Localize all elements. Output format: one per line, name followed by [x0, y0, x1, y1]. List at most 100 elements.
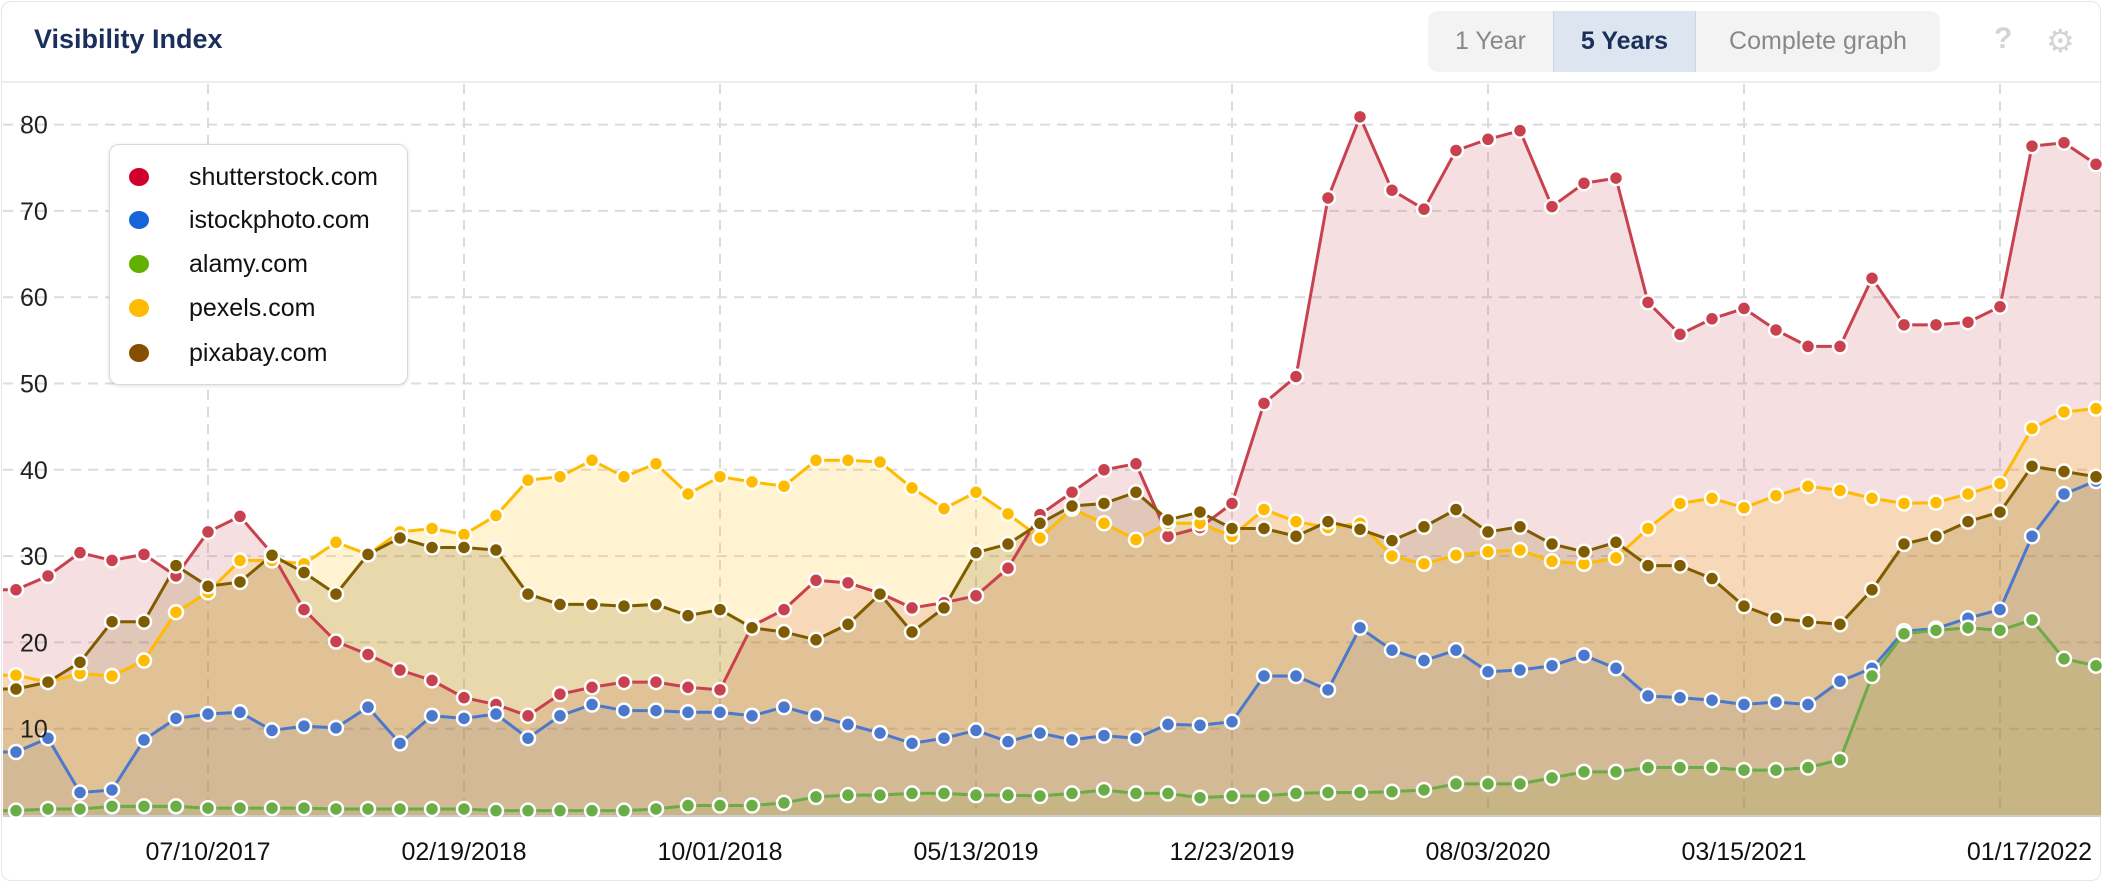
range-selector: 1 Year 5 Years Complete graph: [1428, 11, 1940, 72]
data-point-pixabay: [1255, 520, 1273, 537]
data-point-pexels: [1863, 490, 1881, 507]
data-point-pixabay: [647, 596, 665, 613]
data-point-alamy: [1671, 759, 1689, 776]
data-point-istockphoto: [1703, 691, 1721, 709]
data-point-alamy: [263, 799, 281, 817]
data-point-alamy: [423, 800, 441, 818]
data-point-alamy: [1287, 785, 1305, 802]
data-point-alamy: [295, 799, 313, 817]
data-point-shutterstock: [103, 552, 121, 569]
header-divider: [2, 81, 2102, 83]
data-point-shutterstock: [1383, 181, 1401, 199]
data-point-istockphoto: [839, 716, 857, 733]
data-point-shutterstock: [1351, 108, 1369, 126]
legend-item-shutterstock[interactable]: shutterstock.com: [110, 157, 378, 197]
range-5-years-button[interactable]: 5 Years: [1553, 11, 1696, 72]
data-point-pixabay: [231, 573, 249, 591]
data-point-alamy: [615, 802, 633, 819]
legend-item-pixabay[interactable]: pixabay.com: [110, 333, 328, 373]
help-icon[interactable]: ?: [1994, 22, 2013, 55]
data-point-alamy: [583, 802, 601, 819]
data-point-pexels: [327, 534, 345, 551]
data-point-pixabay: [39, 673, 57, 691]
data-point-shutterstock: [135, 546, 153, 563]
range-complete-graph-button[interactable]: Complete graph: [1729, 27, 1907, 55]
data-point-pexels: [231, 552, 249, 569]
data-point-pixabay: [775, 623, 793, 641]
data-point-pixabay: [743, 619, 761, 636]
data-point-istockphoto: [615, 702, 633, 719]
data-point-pexels: [2023, 420, 2041, 437]
data-point-pixabay: [2087, 468, 2104, 485]
data-point-pexels: [999, 505, 1017, 523]
data-point-istockphoto: [327, 719, 345, 737]
data-point-pexels: [647, 455, 665, 473]
data-point-alamy: [1479, 775, 1497, 793]
data-point-pixabay: [2055, 463, 2073, 480]
data-point-istockphoto: [1735, 696, 1753, 713]
data-point-alamy: [1447, 775, 1465, 793]
data-point-pixabay: [327, 585, 345, 603]
data-point-pixabay: [1895, 535, 1913, 553]
legend-item-pexels[interactable]: pexels.com: [110, 288, 315, 328]
range-1-year-button[interactable]: 1 Year: [1455, 27, 1526, 55]
data-point-pexels: [1543, 553, 1561, 570]
data-point-pixabay: [1447, 501, 1465, 518]
data-point-alamy: [1255, 787, 1273, 805]
data-point-alamy: [135, 798, 153, 815]
data-point-shutterstock: [391, 661, 409, 679]
gear-icon[interactable]: ⚙: [2046, 23, 2075, 59]
data-point-istockphoto: [1319, 681, 1337, 699]
data-point-pixabay: [935, 599, 953, 617]
data-point-alamy: [2055, 650, 2073, 668]
data-point-shutterstock: [615, 673, 633, 691]
data-point-istockphoto: [551, 707, 569, 725]
data-point-shutterstock: [1735, 300, 1753, 317]
data-point-istockphoto: [967, 722, 985, 739]
data-point-pixabay: [7, 680, 25, 698]
data-point-pexels: [135, 652, 153, 669]
data-point-shutterstock: [1927, 316, 1945, 334]
data-point-pixabay: [519, 585, 537, 603]
data-point-alamy: [1863, 667, 1881, 685]
data-point-alamy: [2023, 611, 2041, 629]
data-point-alamy: [647, 800, 665, 818]
legend-dot-icon: [129, 255, 149, 273]
legend-item-istockphoto[interactable]: istockphoto.com: [110, 200, 370, 240]
data-point-alamy: [487, 802, 505, 819]
x-tick-label: 02/19/2018: [401, 838, 526, 866]
data-point-shutterstock: [1959, 313, 1977, 331]
data-point-istockphoto: [1383, 641, 1401, 659]
data-point-istockphoto: [359, 698, 377, 716]
data-point-istockphoto: [423, 707, 441, 725]
data-point-alamy: [71, 800, 89, 818]
data-point-istockphoto: [71, 784, 89, 801]
data-point-pixabay: [1607, 534, 1625, 551]
data-point-alamy: [871, 786, 889, 804]
data-point-istockphoto: [1127, 729, 1145, 747]
data-point-pixabay: [1543, 535, 1561, 553]
data-point-pixabay: [839, 616, 857, 633]
data-point-pexels: [1703, 490, 1721, 507]
data-point-alamy: [1543, 769, 1561, 787]
data-point-istockphoto: [167, 710, 185, 727]
data-point-pixabay: [1415, 518, 1433, 536]
data-point-pixabay: [1703, 570, 1721, 587]
data-point-alamy: [455, 800, 473, 818]
data-point-pexels: [1991, 475, 2009, 492]
data-point-shutterstock: [551, 685, 569, 703]
data-point-alamy: [935, 785, 953, 802]
data-point-pexels: [1639, 520, 1657, 537]
data-point-alamy: [1191, 789, 1209, 806]
data-point-shutterstock: [2023, 137, 2041, 155]
data-point-shutterstock: [999, 559, 1017, 577]
data-point-istockphoto: [231, 704, 249, 721]
y-tick-label: 40: [20, 457, 48, 485]
legend-item-alamy[interactable]: alamy.com: [110, 244, 308, 284]
data-point-pexels: [1383, 547, 1401, 565]
x-tick-label: 07/10/2017: [145, 838, 270, 866]
data-point-pexels: [1095, 515, 1113, 532]
data-point-alamy: [327, 800, 345, 818]
data-point-pixabay: [1287, 528, 1305, 545]
data-point-shutterstock: [1255, 395, 1273, 412]
